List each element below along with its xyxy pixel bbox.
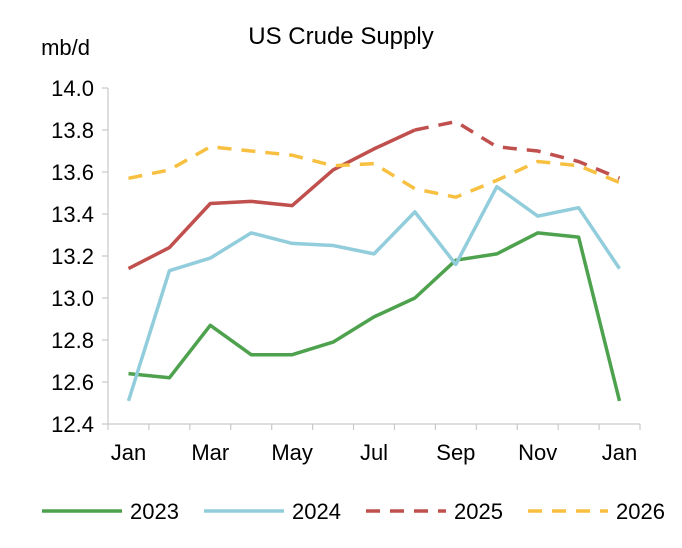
y-tick-label: 13.2: [51, 244, 94, 269]
y-axis-ticks: 12.4 12.6 12.8 13.0 13.2 13.4 13.6 13.8 14.0: [51, 76, 108, 437]
y-tick-label: 13.4: [51, 202, 94, 227]
chart-title: US Crude Supply: [248, 23, 433, 50]
legend: 2023 2024 2025 2026: [42, 499, 665, 524]
series-2024: [126, 184, 621, 402]
x-tick-label: Nov: [518, 440, 557, 465]
x-tick-label: Jan: [111, 440, 146, 465]
series-2023: [128, 231, 622, 402]
y-tick-label: 13.0: [51, 286, 94, 311]
series-line-2025-forecast: [414, 119, 621, 180]
series-line-2026: [128, 145, 621, 200]
y-tick-label: 12.4: [51, 412, 94, 437]
x-tick-label: Jul: [360, 440, 388, 465]
series-line-2024: [126, 184, 621, 402]
y-tick-label: 12.8: [51, 328, 94, 353]
x-tick-label: May: [271, 440, 313, 465]
y-tick-label: 12.6: [51, 370, 94, 395]
legend-label-2023: 2023: [130, 499, 179, 524]
x-tick-label: Sep: [436, 440, 475, 465]
legend-label-2024: 2024: [292, 499, 341, 524]
y-tick-label: 14.0: [51, 76, 94, 101]
y-tick-label: 13.8: [51, 118, 94, 143]
y-axis-unit-label: mb/d: [41, 35, 90, 60]
x-tick-label: Jan: [602, 440, 637, 465]
legend-label-2025: 2025: [454, 499, 503, 524]
x-tick-label: Mar: [191, 440, 229, 465]
x-axis-ticks: Jan Mar May Jul Sep Nov Jan: [107, 424, 641, 465]
series-line-2025-actual: [127, 128, 416, 271]
series-line-2023: [128, 231, 622, 402]
series-2025: [127, 119, 621, 271]
series-lines: [126, 119, 622, 402]
y-tick-label: 13.6: [51, 160, 94, 185]
axes: [107, 88, 640, 425]
series-2026: [128, 145, 621, 200]
legend-label-2026: 2026: [616, 499, 665, 524]
